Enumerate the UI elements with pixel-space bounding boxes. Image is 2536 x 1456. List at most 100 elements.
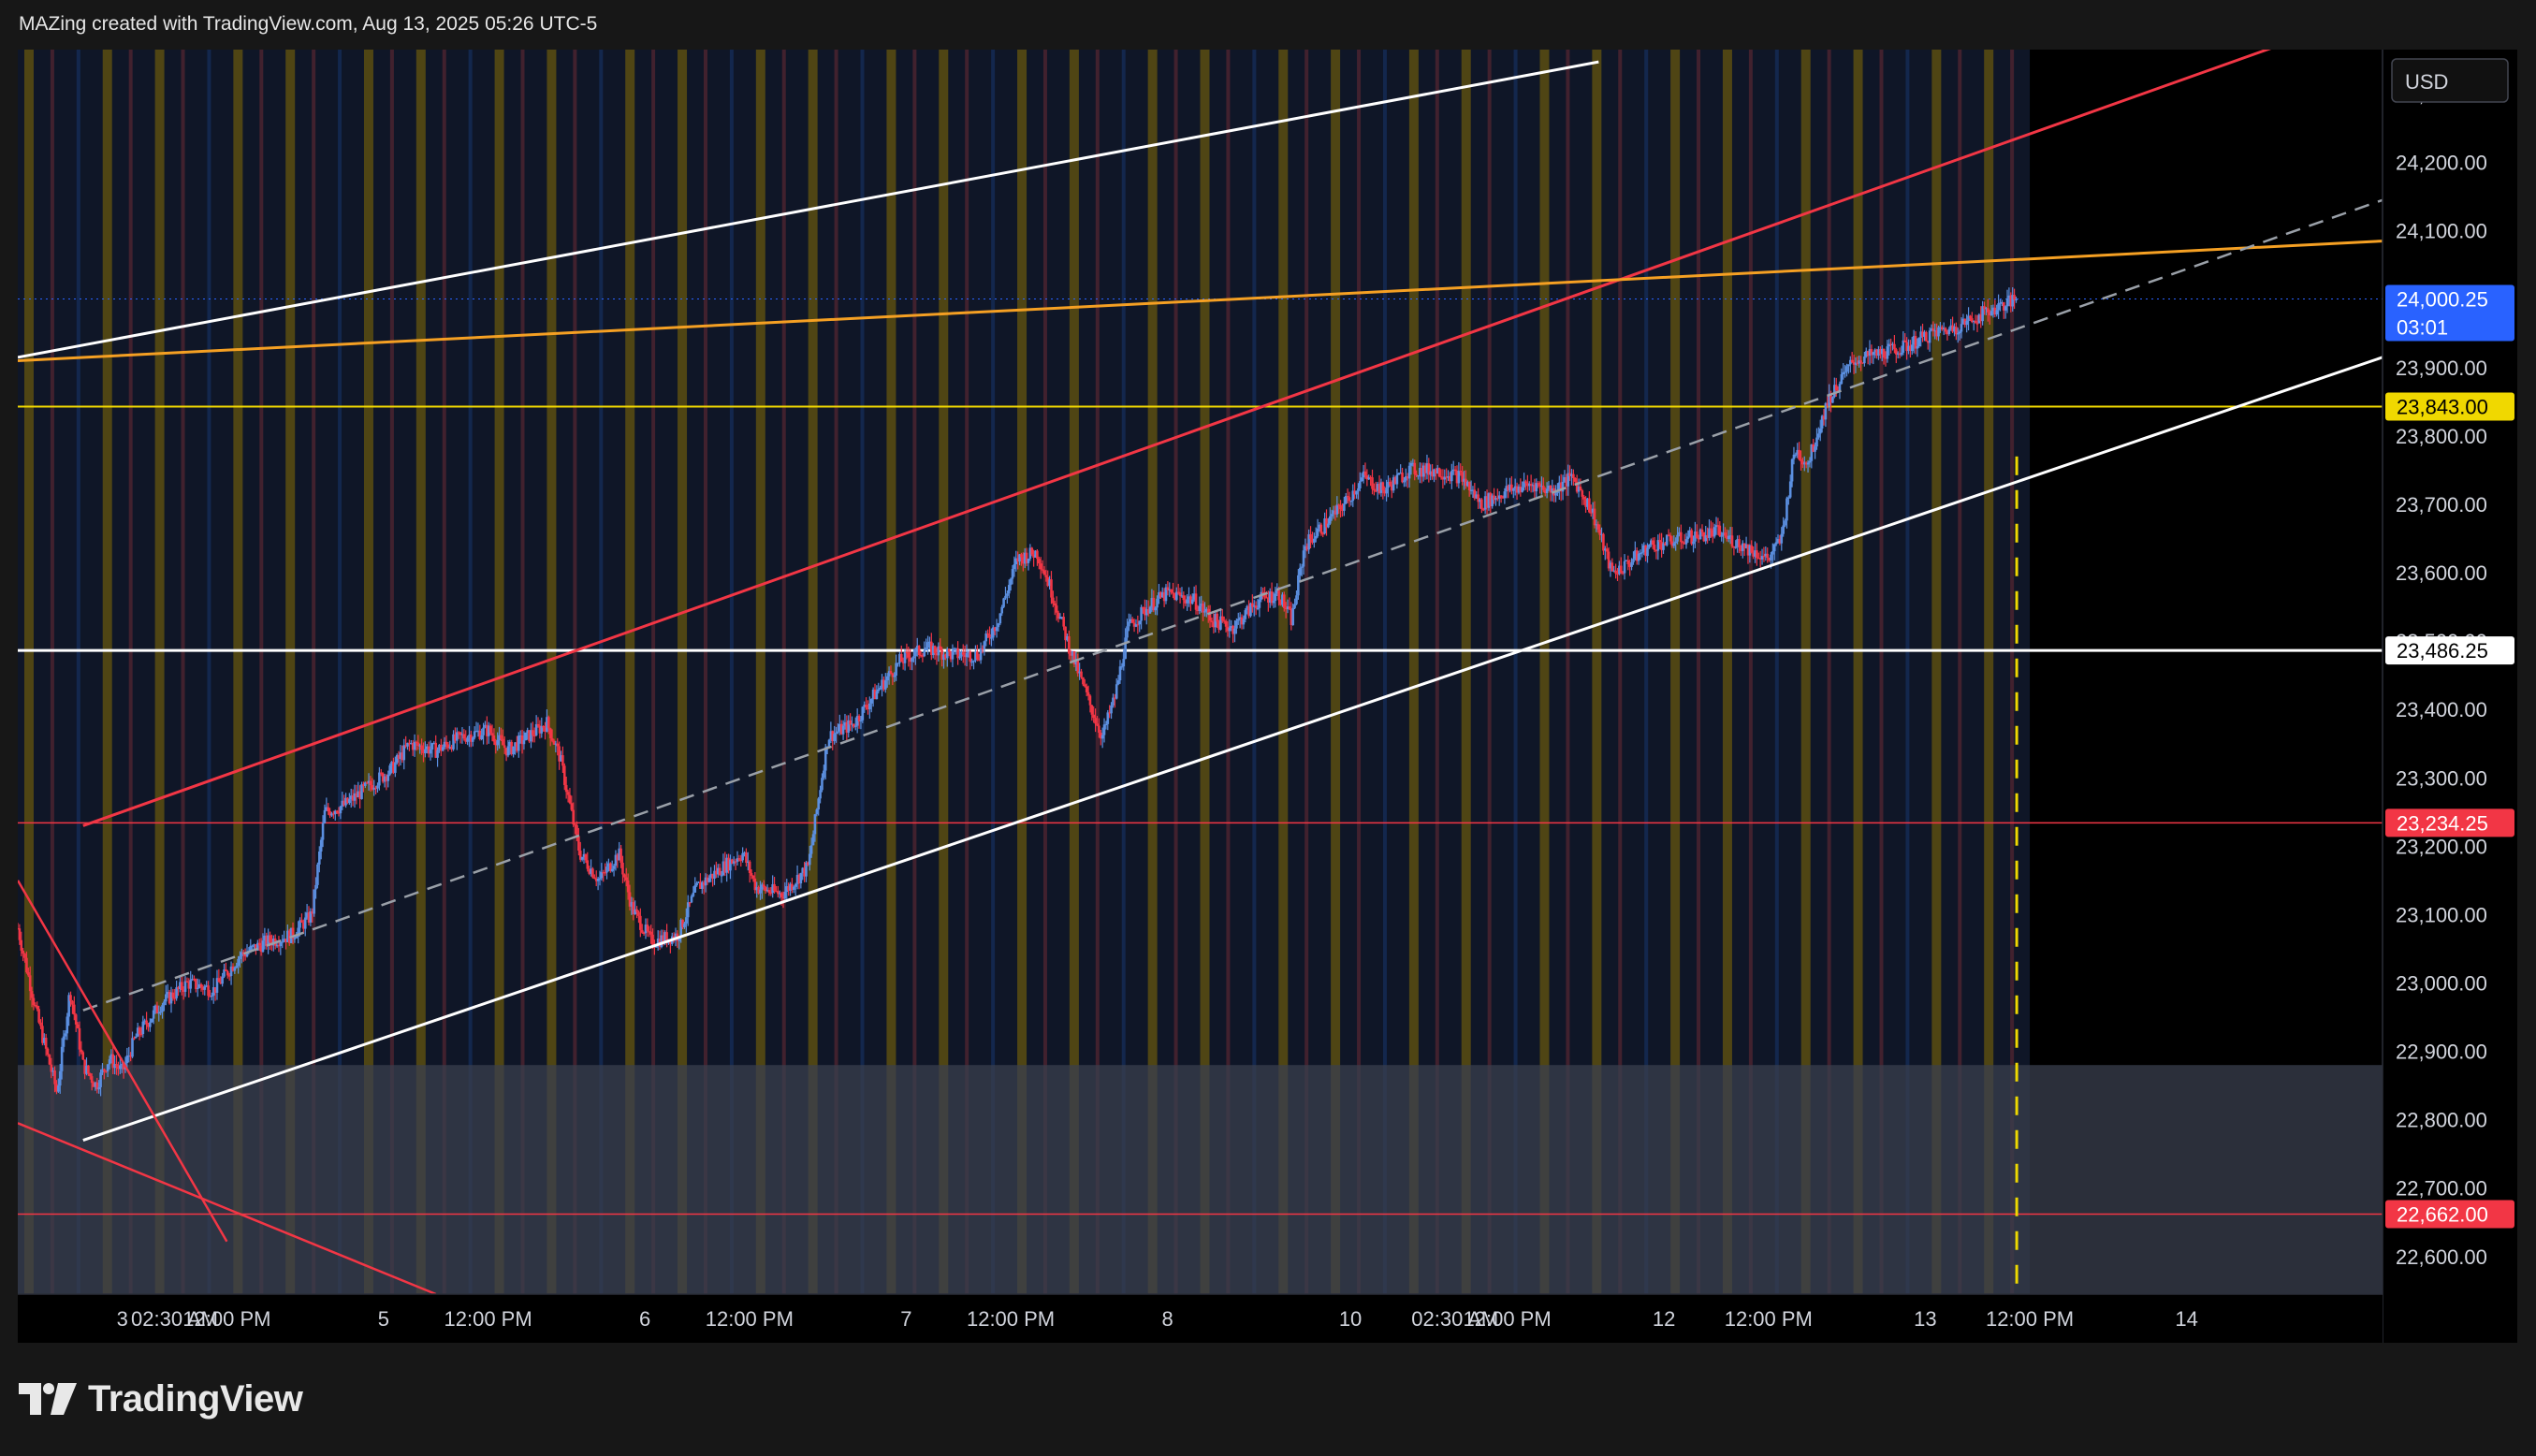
candle bbox=[1787, 495, 1790, 505]
candle-body bbox=[1669, 535, 1672, 542]
candle-body bbox=[1993, 307, 1997, 315]
candle bbox=[1397, 473, 1401, 475]
candle bbox=[524, 732, 528, 741]
candle-body bbox=[942, 654, 945, 660]
candle bbox=[1098, 718, 1100, 738]
candle-body bbox=[1371, 477, 1374, 489]
candle-body bbox=[1815, 437, 1818, 447]
candle bbox=[621, 855, 624, 883]
candle bbox=[1330, 509, 1334, 521]
candle bbox=[799, 872, 803, 889]
candle-body bbox=[504, 748, 508, 756]
candle-body bbox=[195, 979, 197, 989]
candle bbox=[18, 924, 22, 945]
candle bbox=[404, 735, 407, 749]
candle-body bbox=[739, 859, 743, 862]
candle bbox=[695, 881, 698, 887]
candle-body bbox=[1053, 603, 1057, 606]
candle-body bbox=[225, 969, 227, 971]
candle-body bbox=[944, 654, 947, 659]
candle bbox=[446, 741, 450, 752]
candle-body bbox=[1722, 532, 1725, 536]
candle bbox=[422, 742, 425, 763]
candle-body bbox=[857, 716, 861, 721]
candle-body bbox=[1387, 481, 1390, 488]
candle bbox=[1210, 618, 1214, 628]
candle-body bbox=[1060, 617, 1064, 619]
candle-body bbox=[875, 691, 879, 700]
candle bbox=[1845, 363, 1848, 377]
currency-button[interactable]: USD bbox=[2391, 58, 2509, 103]
candle-body bbox=[1030, 547, 1034, 555]
candle-body bbox=[64, 1033, 67, 1037]
candle bbox=[1208, 604, 1212, 628]
candle-body bbox=[71, 1000, 74, 1005]
candle-body bbox=[1020, 554, 1023, 558]
candle-body bbox=[1072, 650, 1076, 665]
candle-body bbox=[984, 633, 988, 642]
candle bbox=[882, 676, 885, 692]
candle bbox=[1232, 624, 1234, 643]
candle bbox=[1389, 477, 1392, 487]
candle-body bbox=[1884, 357, 1887, 359]
candle-body bbox=[462, 734, 466, 739]
candle bbox=[41, 1016, 44, 1046]
chart-area[interactable]: 22,600.00 22,700.00 22,800.00 22,900.00 23,0… bbox=[18, 50, 2517, 1343]
candle bbox=[1178, 588, 1182, 604]
candle bbox=[1423, 462, 1427, 480]
candle bbox=[456, 727, 459, 750]
candle bbox=[2001, 299, 2004, 307]
candle bbox=[281, 934, 284, 949]
candle bbox=[303, 911, 307, 937]
candle-body bbox=[362, 784, 365, 786]
candle-body bbox=[1465, 478, 1467, 487]
candle bbox=[628, 884, 632, 911]
session-marker bbox=[1931, 50, 1942, 1294]
candle-body bbox=[1086, 692, 1090, 696]
candle bbox=[1833, 377, 1836, 399]
candle-body bbox=[1894, 349, 1898, 355]
candle bbox=[1387, 475, 1390, 498]
candlestick-chart[interactable]: 22,600.0022,700.0022,800.0022,900.0023,0… bbox=[18, 50, 2517, 1343]
candle bbox=[1138, 620, 1142, 633]
candle bbox=[510, 739, 514, 756]
candle-body bbox=[709, 873, 713, 879]
candle bbox=[180, 976, 183, 996]
candle bbox=[1236, 612, 1240, 625]
candle bbox=[1866, 350, 1870, 365]
time-tick-label: 10 bbox=[1339, 1307, 1362, 1331]
candle bbox=[1293, 598, 1296, 610]
candle bbox=[562, 763, 566, 791]
candle-body bbox=[1535, 483, 1538, 492]
candle-body bbox=[1808, 460, 1812, 463]
candle-body bbox=[506, 746, 510, 756]
candle-body bbox=[1196, 609, 1200, 612]
candle-body bbox=[1852, 361, 1856, 365]
candle-body bbox=[1411, 462, 1415, 465]
candle bbox=[863, 701, 866, 713]
candle bbox=[1129, 614, 1132, 624]
candle bbox=[1018, 554, 1021, 566]
candle bbox=[1690, 528, 1693, 546]
candle bbox=[635, 906, 638, 919]
session-marker bbox=[1069, 50, 1079, 1294]
candle bbox=[1567, 464, 1570, 496]
candle-body bbox=[443, 741, 446, 748]
candle bbox=[416, 735, 420, 750]
candle bbox=[486, 716, 488, 745]
candle bbox=[867, 700, 869, 715]
candle bbox=[1916, 338, 1919, 357]
candle-body bbox=[580, 856, 584, 860]
candle bbox=[683, 922, 686, 929]
tradingview-logo[interactable]: TradingView bbox=[19, 1376, 303, 1422]
candle-body bbox=[1379, 482, 1383, 493]
candle-body bbox=[289, 927, 293, 943]
candle-body bbox=[1706, 534, 1709, 538]
candle-body bbox=[524, 732, 528, 741]
candle-body bbox=[651, 934, 654, 947]
candle-body bbox=[1487, 493, 1491, 508]
candle-body bbox=[1882, 348, 1886, 358]
candle bbox=[1494, 495, 1497, 506]
candle-body bbox=[930, 641, 933, 656]
candle-body bbox=[928, 641, 931, 643]
